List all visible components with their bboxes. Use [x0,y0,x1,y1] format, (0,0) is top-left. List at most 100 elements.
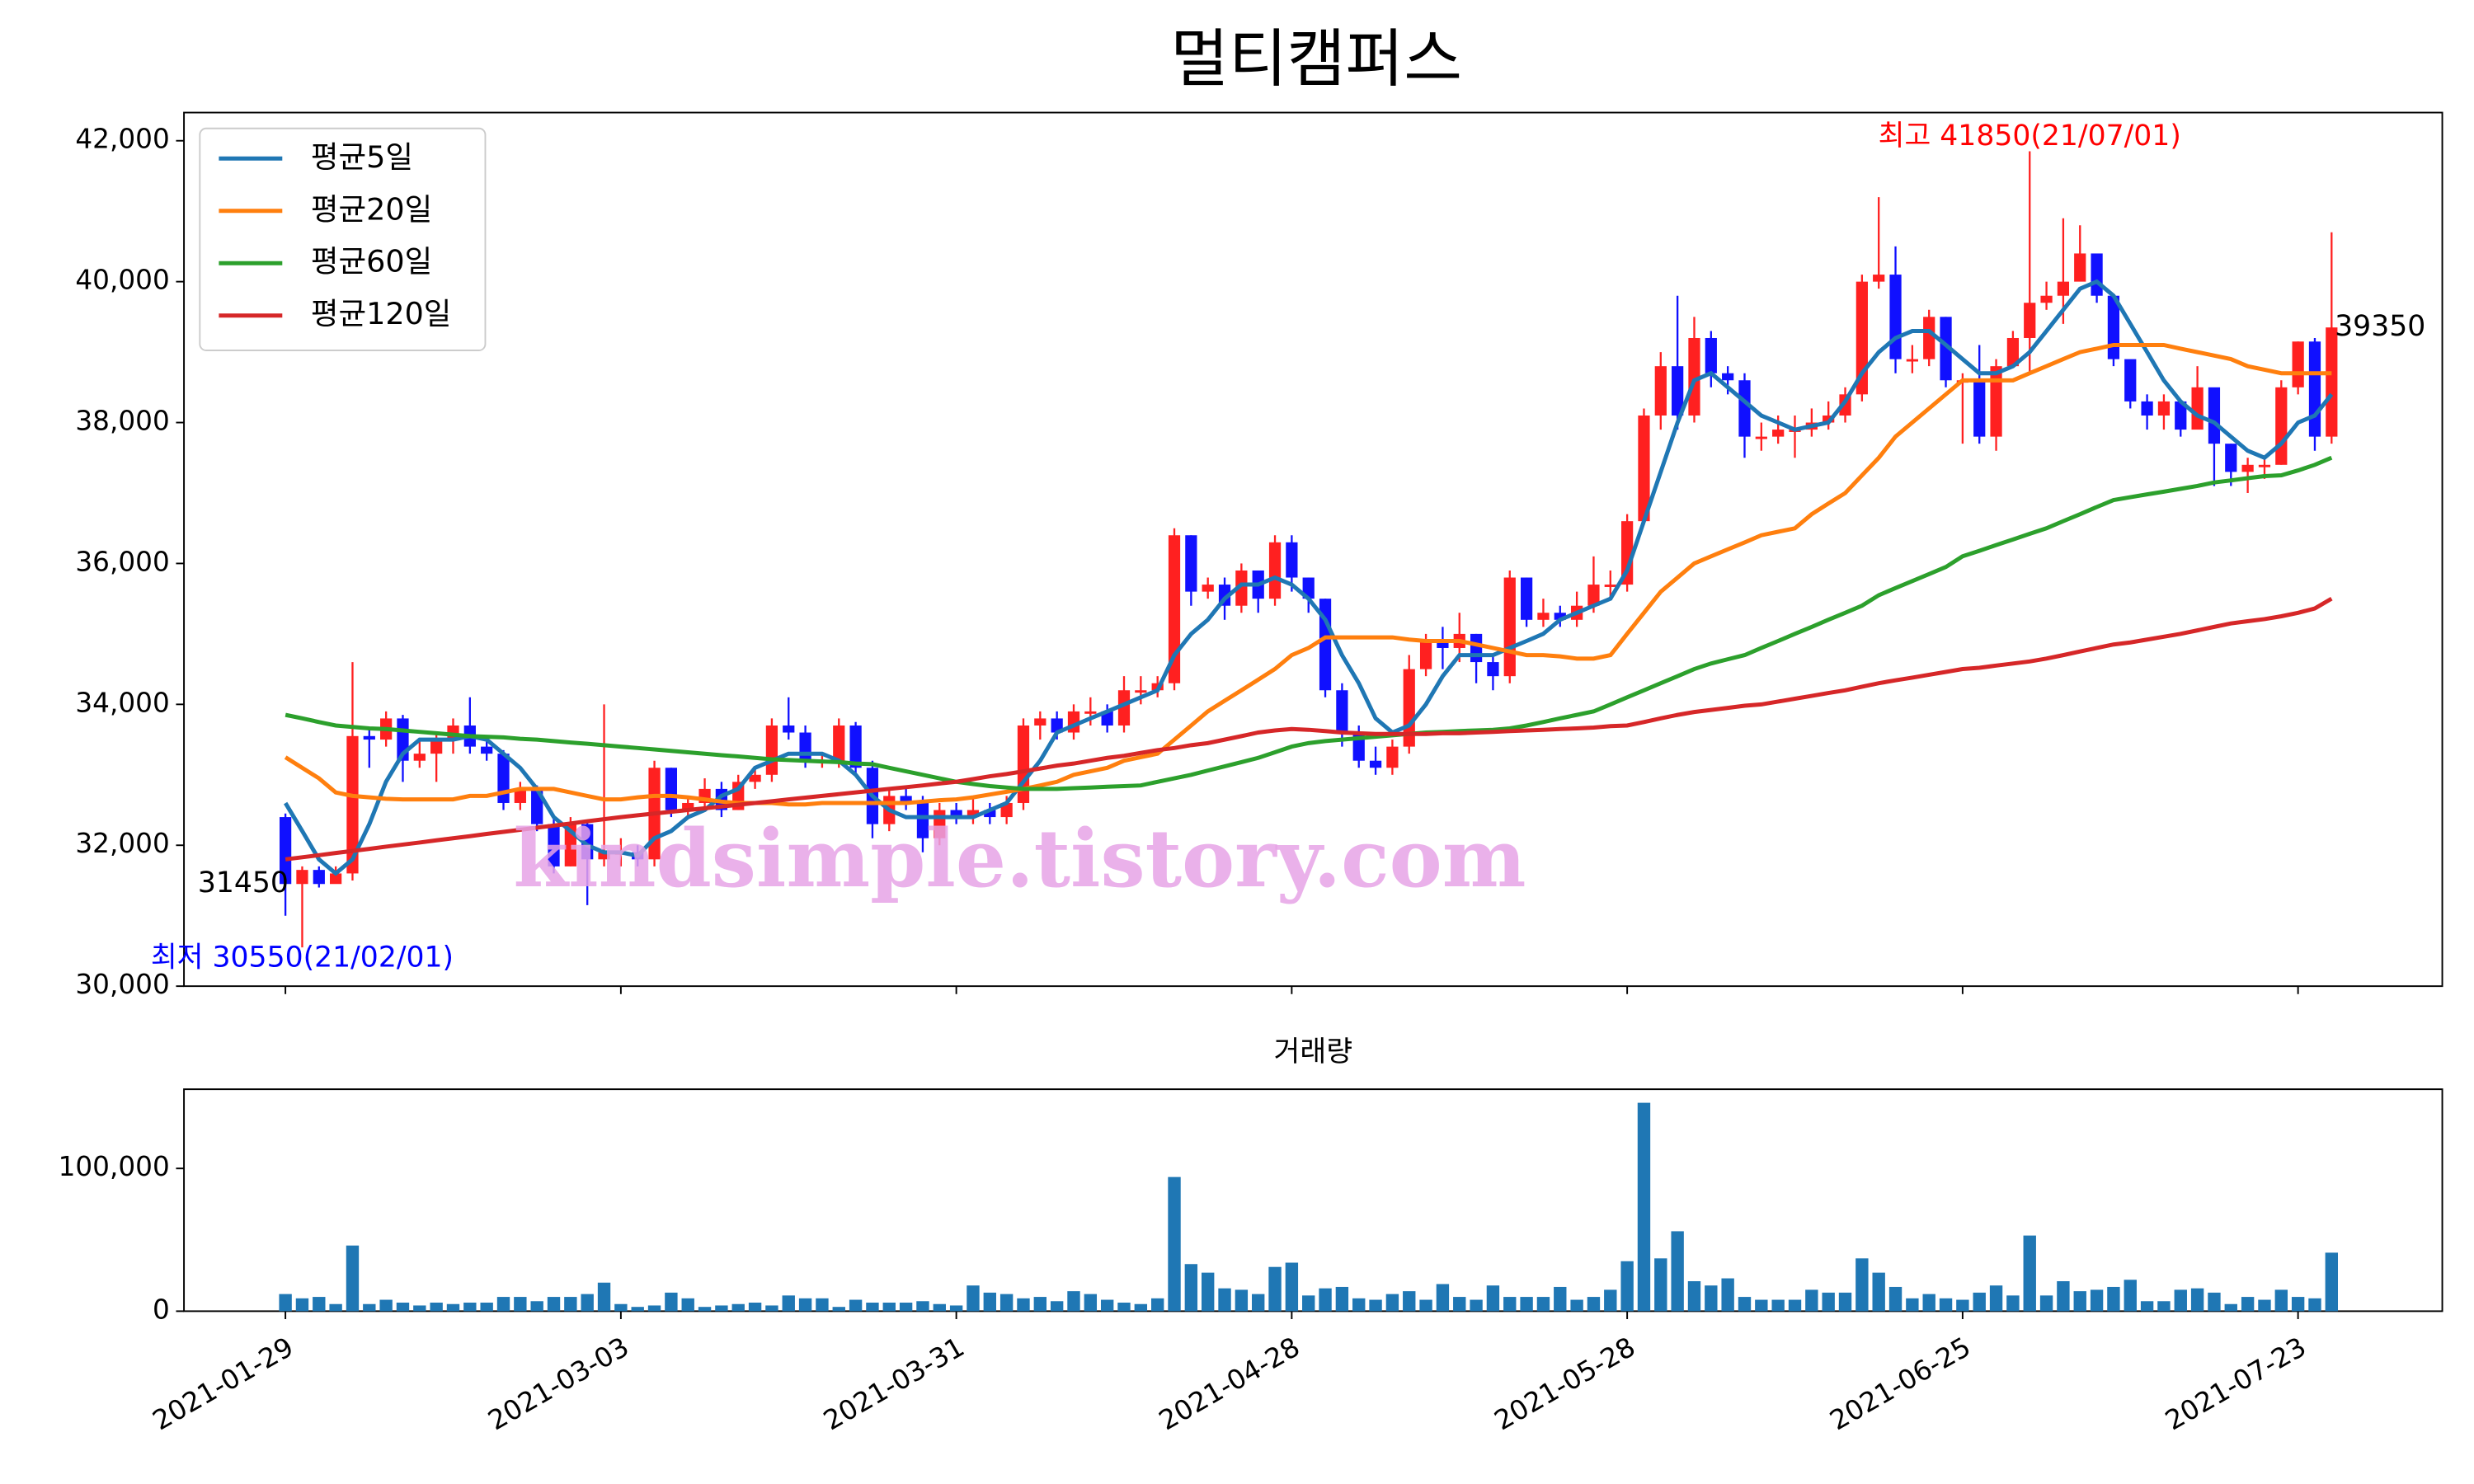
candle-body [1604,585,1616,587]
candle-body [1419,641,1432,669]
candle-body [799,732,811,761]
volume-bar [363,1303,376,1312]
candle-body [916,802,929,838]
candle-body [1117,690,1131,726]
volume-bar [2208,1292,2221,1312]
candle-body [1587,585,1600,606]
volume-bar [1201,1272,1215,1312]
volume-bar [2241,1297,2255,1312]
candle-body [1772,430,1785,437]
volume-bar [329,1303,342,1312]
volume-bar [765,1305,778,1312]
y-tick-label: 40,000 [75,265,169,296]
volume-bar [1989,1285,2003,1312]
candle-body [1470,633,1483,663]
candle-body [1268,542,1282,599]
volume-bar [1352,1298,1366,1312]
candle-body [1000,802,1013,818]
legend-label: 평균120일 [311,296,451,331]
volume-bar [1084,1294,1098,1312]
volume-bar [1939,1298,1953,1312]
volume-bar [496,1297,510,1312]
volume-bar [446,1303,460,1312]
volume-bar [313,1297,326,1312]
candle-body [1873,275,1885,282]
candle-body [2308,341,2321,437]
volume-bar [1520,1297,1533,1312]
candle-body [2124,359,2137,402]
candle-body [1688,337,1700,416]
candle-body [2006,337,2020,367]
volume-bar [816,1298,829,1312]
volume-bar [2224,1303,2237,1312]
volume-bar [949,1305,963,1312]
volume-bar [1570,1299,1583,1312]
volume-bar [2190,1288,2204,1312]
candle-body [2241,464,2254,472]
volume-bar [1587,1297,1601,1312]
volume-bar [1637,1102,1651,1312]
volume-bar [983,1292,996,1312]
candle-body [481,746,493,754]
volume-bar [1738,1297,1752,1312]
volume-bar [564,1297,577,1312]
volume-bar [1453,1297,1466,1312]
volume-bar [849,1299,863,1312]
candle-body [1503,577,1516,677]
candle-body [1621,521,1634,585]
volume-bar [882,1302,896,1312]
price-frame [183,111,2443,988]
y-tick-label: 36,000 [75,546,169,577]
volume-title: 거래량 [1274,1036,1353,1068]
volume-bar [798,1298,812,1312]
volume-bar [346,1245,360,1312]
candle-body [1135,690,1147,693]
candle-body [1202,585,1214,592]
candle-body [1520,577,1533,620]
volume-bar [681,1298,694,1312]
first-close-label: 31450 [198,866,289,899]
volume-bar [2090,1289,2104,1312]
candle-body [413,754,426,761]
watermark: kindsimple.tistory.com [514,812,1526,905]
candle-body [2157,401,2171,416]
volume-bar [279,1294,292,1312]
volume-bar [1050,1301,1064,1312]
candle-body [1973,380,1986,437]
ma-line [285,596,2333,862]
volume-bar [1671,1231,1684,1312]
candle-body [682,802,694,810]
volume-bar [631,1307,644,1312]
volume-bar [1419,1299,1432,1312]
volume-bar [1503,1297,1517,1312]
volume-bar [1788,1299,1802,1312]
candle-body [2074,253,2086,282]
candle-body [1672,366,1684,416]
volume-bar [413,1305,426,1312]
volume-bar [1319,1288,1332,1312]
volume-bar [1536,1297,1550,1312]
volume-bar [1654,1258,1667,1312]
candle-body [1168,535,1181,683]
volume-bar [530,1301,543,1312]
candle-body [2275,387,2288,465]
candle-body [2091,253,2103,296]
volume-bar [933,1303,946,1312]
candle-body [2175,401,2187,430]
volume-bar [1168,1176,1181,1312]
volume-bar [999,1294,1014,1312]
volume-bar [916,1301,929,1312]
candle-body [598,852,610,860]
volume-bar [1888,1286,1903,1312]
volume-bar [866,1302,879,1312]
candle-body [313,870,325,885]
volume-bar [2258,1299,2271,1312]
candle-body [1705,337,1717,373]
volume-bar [2023,1235,2036,1312]
volume-bar [1235,1289,1249,1312]
volume-bar [2157,1301,2171,1312]
candle-body [1722,373,1734,381]
candle-body [330,873,342,885]
candle-body [2292,341,2304,387]
max-label: 최고 41850(21/07/01) [1879,120,2181,153]
